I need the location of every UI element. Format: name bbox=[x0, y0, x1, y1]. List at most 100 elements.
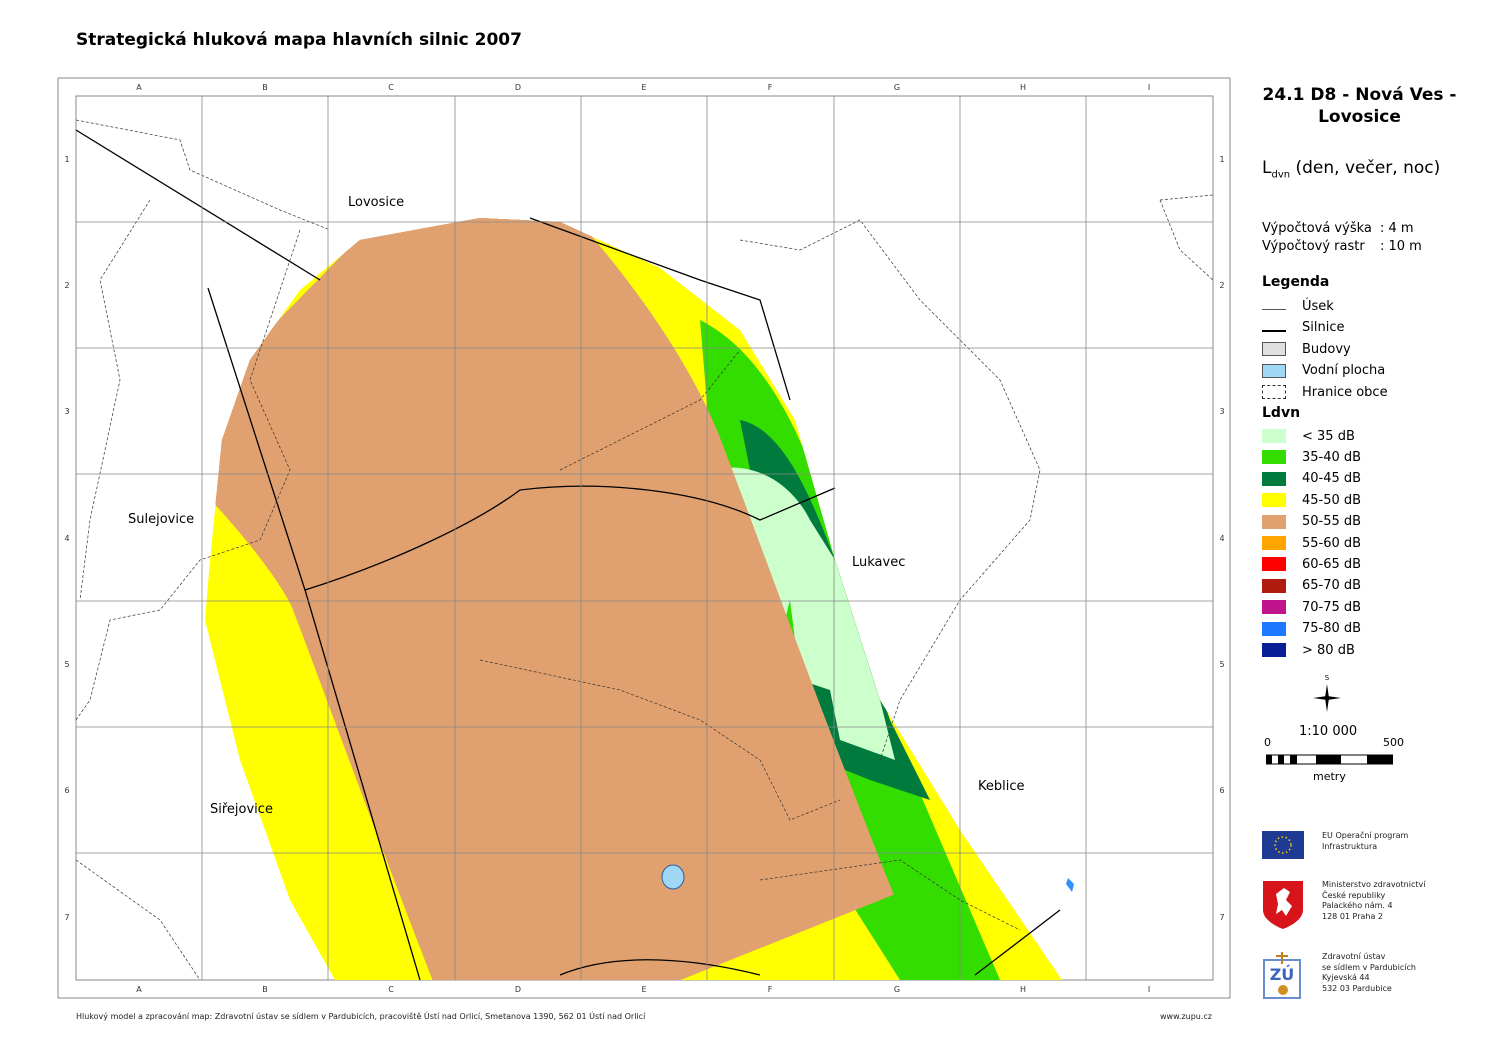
row-label-right: 2 bbox=[1219, 281, 1224, 290]
col-label-bottom: E bbox=[641, 985, 646, 994]
scale-bar bbox=[1266, 754, 1393, 765]
noise-swatch bbox=[1262, 536, 1286, 550]
scale-unit: metry bbox=[1313, 770, 1346, 783]
col-label-bottom: I bbox=[1148, 985, 1150, 994]
scale-max: 500 bbox=[1383, 736, 1404, 749]
legend-item: Silnice bbox=[1262, 320, 1344, 336]
noise-label: > 80 dB bbox=[1302, 642, 1355, 658]
noise-label: 65-70 dB bbox=[1302, 578, 1362, 594]
scale-min: 0 bbox=[1264, 736, 1271, 749]
row-label-left: 3 bbox=[64, 407, 69, 416]
indicator-description: (den, večer, noc) bbox=[1290, 158, 1441, 178]
noise-swatch bbox=[1262, 429, 1286, 443]
legend-swatch bbox=[1262, 363, 1286, 378]
col-label-top: G bbox=[894, 83, 900, 92]
col-label-bottom: D bbox=[515, 985, 521, 994]
noise-swatch bbox=[1262, 643, 1286, 657]
map-sheet-title: 24.1 D8 - Nová Ves - Lovosice bbox=[1262, 85, 1457, 127]
legend-label: Budovy bbox=[1302, 341, 1351, 357]
noise-swatch bbox=[1262, 450, 1286, 465]
noise-indicator: Ldvn (den, večer, noc) bbox=[1262, 158, 1440, 180]
place-label-sirejovice: Siřejovice bbox=[210, 802, 273, 817]
org-line: České republiky bbox=[1322, 890, 1386, 900]
org-line: Zdravotní ústav bbox=[1322, 952, 1386, 961]
footer-website[interactable]: www.zupu.cz bbox=[1160, 1012, 1212, 1021]
noise-label: 75-80 dB bbox=[1302, 621, 1362, 637]
noise-legend-title: Ldvn bbox=[1262, 405, 1301, 421]
north-arrow-icon: S bbox=[1313, 674, 1341, 712]
calc-height-label: Výpočtová výška bbox=[1262, 221, 1372, 236]
noise-legend-item: > 80 dB bbox=[1262, 642, 1355, 658]
legend-title: Legenda bbox=[1262, 274, 1330, 290]
indicator-subscript: dvn bbox=[1271, 169, 1291, 181]
footer-credit: Hlukový model a zpracování map: Zdravotn… bbox=[76, 1012, 646, 1021]
calc-height-value: : 4 m bbox=[1380, 221, 1414, 236]
noise-label: 45-50 dB bbox=[1302, 492, 1362, 508]
row-label-right: 1 bbox=[1219, 155, 1224, 164]
noise-swatch bbox=[1262, 600, 1286, 615]
noise-swatch bbox=[1262, 514, 1286, 529]
section-line-icon bbox=[1262, 302, 1286, 310]
legend-label: Hranice obce bbox=[1302, 384, 1388, 400]
place-label-lovosice: Lovosice bbox=[348, 195, 404, 210]
legend-item: Úsek bbox=[1262, 298, 1334, 314]
legend-swatch bbox=[1262, 342, 1286, 356]
north-label: S bbox=[1325, 674, 1330, 682]
org-line: 532 03 Pardubice bbox=[1322, 983, 1392, 993]
row-label-right: 5 bbox=[1219, 660, 1224, 669]
org-line: se sídlem v Pardubicích bbox=[1322, 962, 1416, 972]
row-label-left: 5 bbox=[64, 660, 69, 669]
calc-grid-value: : 10 m bbox=[1380, 239, 1422, 254]
scale-ratio: 1:10 000 bbox=[1299, 724, 1358, 739]
row-label-left: 6 bbox=[64, 786, 69, 795]
noise-legend-item: 70-75 dB bbox=[1262, 599, 1361, 615]
indicator-symbol: L bbox=[1262, 158, 1272, 178]
noise-swatch bbox=[1262, 471, 1286, 486]
col-label-top: B bbox=[262, 83, 268, 92]
water-body bbox=[661, 864, 685, 890]
map-sidebar: 24.1 D8 - Nová Ves - Lovosice Ldvn (den,… bbox=[1262, 84, 1492, 783]
row-label-right: 6 bbox=[1219, 786, 1224, 795]
eu-flag-icon bbox=[1262, 831, 1304, 859]
org-line: Infrastruktura bbox=[1322, 841, 1378, 851]
noise-legend-item: 65-70 dB bbox=[1262, 578, 1361, 594]
boundary-swatch bbox=[1262, 385, 1286, 399]
col-label-top: I bbox=[1148, 83, 1150, 92]
row-label-left: 2 bbox=[64, 281, 69, 290]
row-label-right: 4 bbox=[1219, 534, 1224, 543]
col-label-bottom: B bbox=[262, 985, 268, 994]
noise-label: 60-65 dB bbox=[1302, 556, 1362, 572]
noise-legend-item: 35-40 dB bbox=[1262, 449, 1361, 465]
col-label-top: H bbox=[1020, 83, 1026, 92]
noise-legend-item: 45-50 dB bbox=[1262, 492, 1361, 508]
noise-legend-item: 40-45 dB bbox=[1262, 471, 1361, 487]
municipal-boundaries bbox=[76, 119, 1213, 980]
czech-coat-of-arms-icon bbox=[1263, 881, 1303, 929]
row-label-right: 7 bbox=[1219, 913, 1224, 922]
noise-legend-item: 75-80 dB bbox=[1262, 621, 1361, 637]
noise-swatch bbox=[1262, 557, 1286, 572]
place-label-keblice: Keblice bbox=[978, 779, 1025, 794]
noise-swatch bbox=[1262, 493, 1286, 508]
noise-label: < 35 dB bbox=[1302, 428, 1355, 444]
row-label-right: 3 bbox=[1219, 407, 1224, 416]
col-label-top: A bbox=[136, 83, 142, 92]
row-label-left: 7 bbox=[64, 913, 69, 922]
legend-item: Hranice obce bbox=[1262, 384, 1388, 400]
water-body bbox=[1066, 878, 1074, 892]
noise-swatch bbox=[1262, 578, 1286, 593]
svg-text:ZÚ: ZÚ bbox=[1270, 965, 1295, 984]
col-label-top: D bbox=[515, 83, 521, 92]
noise-legend-item: < 35 dB bbox=[1262, 428, 1355, 444]
col-label-bottom: G bbox=[894, 985, 900, 994]
noise-legend-item: 60-65 dB bbox=[1262, 556, 1361, 572]
org-line: Palackého nám. 4 bbox=[1322, 901, 1393, 910]
row-label-left: 4 bbox=[64, 534, 69, 543]
road-line-icon bbox=[1262, 323, 1286, 332]
noise-label: 40-45 dB bbox=[1302, 471, 1362, 487]
map-grid bbox=[76, 96, 1213, 980]
roads bbox=[76, 129, 1061, 980]
row-label-left: 1 bbox=[64, 155, 69, 164]
